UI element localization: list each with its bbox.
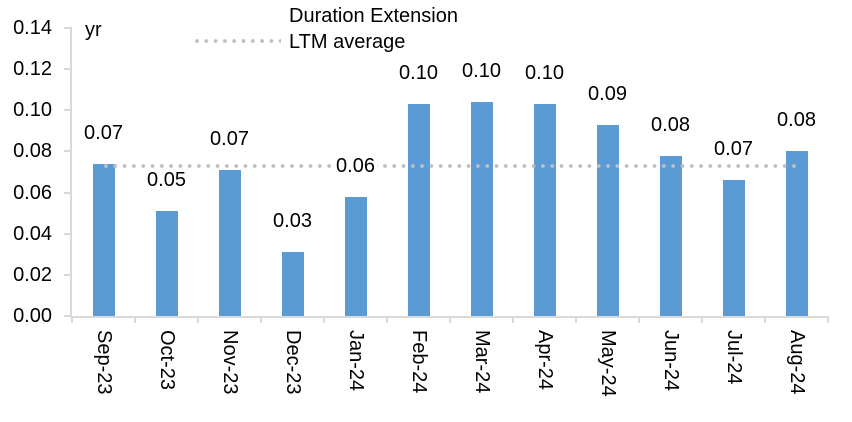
x-tick [827,316,829,323]
y-tick-label: 0.08 [13,140,52,163]
y-tick [64,191,72,194]
x-axis-label: Apr-24 [533,330,556,391]
x-axis-label: May-24 [596,330,619,397]
y-axis-unit-label: yr [85,19,102,41]
y-tick-label: 0.00 [13,305,52,327]
x-tick [449,316,451,323]
y-tick [64,27,72,29]
legend-swatch-ltm-average [195,39,281,43]
bar-value-label: 0.06 [324,154,387,177]
y-tick-label: 0.10 [13,99,52,122]
bar-value-text: 0.08 [649,113,692,136]
bar [596,124,619,316]
bar [407,104,430,316]
bar-value-label: 0.08 [639,113,702,136]
legend-label-duration-extension: Duration Extension [289,5,458,27]
y-tick-label: 0.06 [13,181,52,204]
x-axis-label: Oct-23 [155,330,178,391]
y-tick-label: 0.12 [13,58,52,81]
legend-swatch-duration-extension [195,9,281,22]
x-axis-label: Jun-24 [659,330,682,392]
y-axis-line [70,27,72,318]
x-tick [701,316,703,323]
y-tick [64,109,72,112]
bar-value-text: 0.08 [775,109,818,132]
bar-value-label: 0.09 [576,82,639,105]
bar-value-text: 0.07 [712,138,755,161]
y-tick [64,273,72,276]
x-axis-label: Dec-23 [281,330,304,395]
bar [281,252,304,316]
x-axis-label: Jan-24 [344,330,367,392]
bar-value-text: 0.10 [460,60,503,83]
x-tick [71,316,73,323]
x-axis-label: Feb-24 [407,330,430,394]
legend-label-ltm-average: LTM average [289,31,406,53]
x-tick [323,316,325,323]
x-tick [575,316,577,323]
x-tick [386,316,388,323]
bar-value-label: 0.10 [513,62,576,85]
bar-value-label: 0.10 [387,62,450,85]
x-tick [764,316,766,323]
y-tick [64,315,72,317]
bar [659,155,682,316]
bar-value-label: 0.07 [198,127,261,150]
x-tick [638,316,640,323]
x-axis-label: Sep-23 [92,330,115,395]
x-tick [197,316,199,323]
bar-value-text: 0.07 [82,121,125,144]
x-tick [260,316,262,323]
y-tick-label: 0.14 [13,17,52,39]
bar-value-text: 0.07 [208,127,251,150]
bar-value-label: 0.07 [702,138,765,161]
x-axis-label: Jul-24 [722,330,745,385]
y-tick-label: 0.02 [13,263,52,286]
bar-value-text: 0.03 [271,210,314,233]
bar-value-label: 0.03 [261,210,324,233]
x-axis-label: Mar-24 [470,330,493,394]
y-tick [64,68,72,71]
bar-value-text: 0.05 [145,169,188,192]
bar-value-label: 0.07 [72,121,135,144]
bar [344,196,367,316]
bar [218,169,241,316]
bar-value-label: 0.05 [135,169,198,192]
bar-value-text: 0.10 [523,62,566,85]
bar [470,102,493,316]
x-axis-label: Nov-23 [218,330,241,395]
ltm-average-line [103,163,797,168]
bar [155,211,178,316]
x-tick [512,316,514,323]
bar-value-text: 0.06 [334,154,377,177]
y-tick [64,150,72,153]
bar-value-label: 0.10 [450,60,513,83]
y-tick [64,232,72,235]
bar [92,163,115,316]
bar [533,104,556,316]
x-tick [134,316,136,323]
bar-value-text: 0.09 [586,82,629,105]
bar [785,151,808,316]
x-axis-label: Aug-24 [785,330,808,395]
y-tick-label: 0.04 [13,222,52,245]
bar-value-text: 0.10 [397,62,440,85]
bar [722,180,745,316]
bar-value-label: 0.08 [765,109,828,132]
